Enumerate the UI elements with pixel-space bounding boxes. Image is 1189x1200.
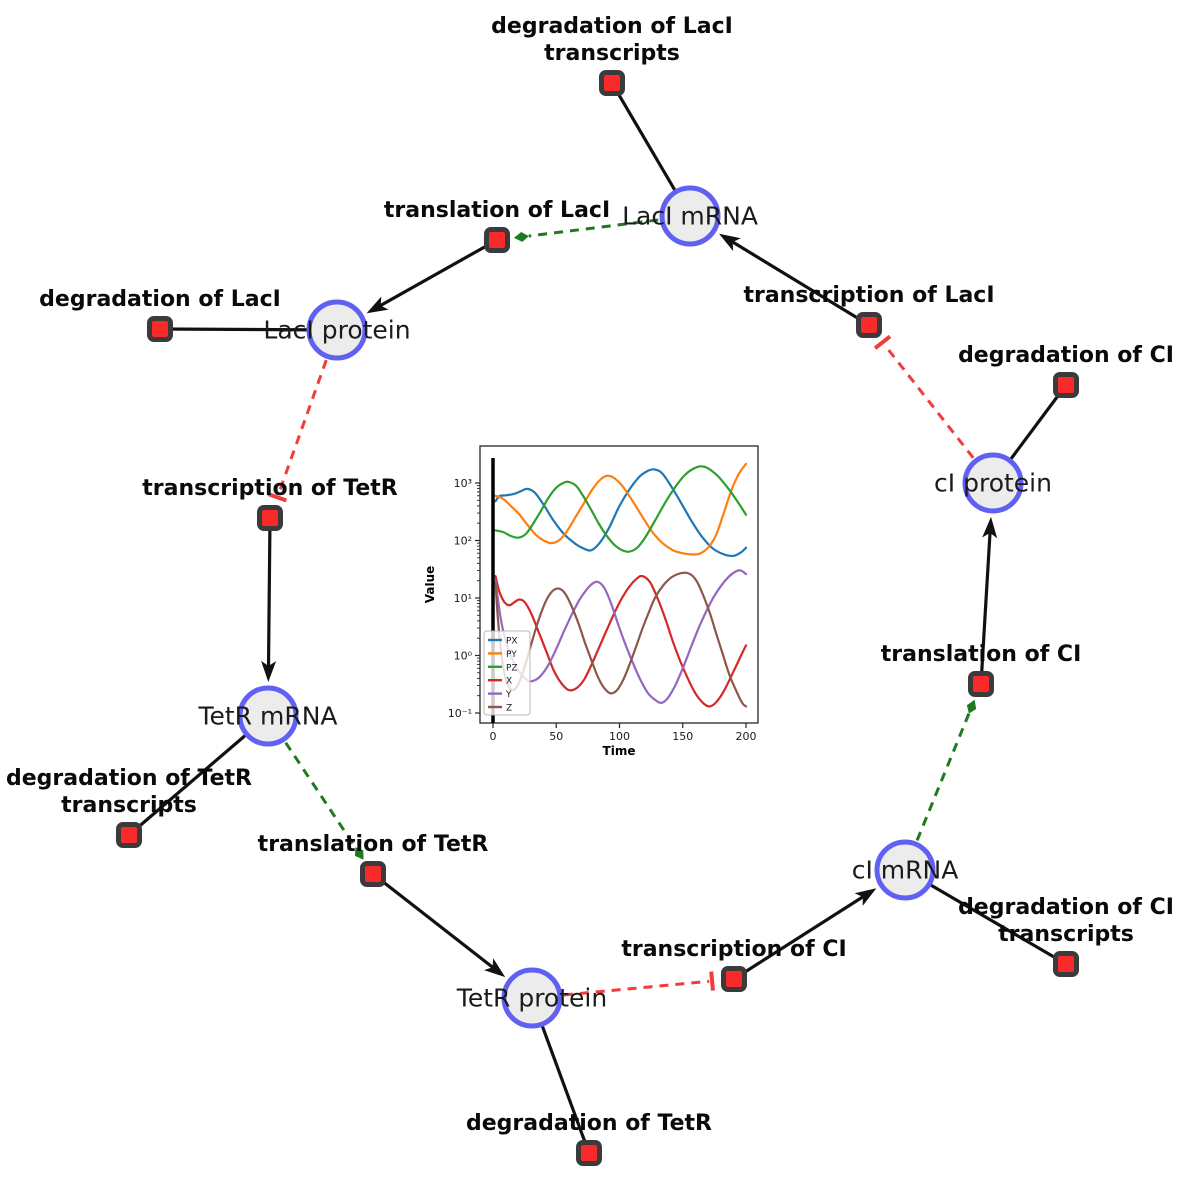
- reaction-node-transcription-ci: [721, 966, 747, 992]
- arrowhead-icon: [719, 233, 741, 251]
- edge-translation-ci-ci-protein: [979, 516, 998, 685]
- x-axis: 0 50 100 150 200 Time: [490, 723, 757, 758]
- species-node-laci-mrna: [659, 185, 721, 247]
- species-node-tetr-protein: [501, 967, 563, 1029]
- svg-text:10⁰: 10⁰: [454, 650, 473, 663]
- reaction-node-deg-tetr: [576, 1140, 602, 1166]
- reaction-node-deg-ci: [1053, 372, 1079, 398]
- species-node-ci-mrna: [874, 839, 936, 901]
- species-label-laci-mrna: LacI mRNA: [622, 201, 758, 231]
- species-node-laci-protein: [306, 299, 368, 361]
- inhibition-tee-icon: [709, 971, 715, 991]
- arrowhead-icon: [261, 660, 277, 682]
- edge-laci-protein-transcription-tetr: [267, 329, 339, 503]
- svg-text:10³: 10³: [454, 477, 472, 490]
- edge-translation-laci-laci-protein: [366, 238, 498, 314]
- reaction-node-deg-ci-transcripts: [1053, 951, 1079, 977]
- edge-tetr-mrna-translation-tetr: [266, 715, 364, 860]
- series-curves: [494, 462, 748, 708]
- species-label-laci-protein: LacI protein: [263, 315, 411, 345]
- reaction-label-deg-laci: degradation of LacI: [39, 287, 281, 312]
- edge-transcription-laci-laci-mrna: [719, 233, 870, 327]
- edge-ci-mrna-deg-ci-transcripts: [904, 868, 1067, 966]
- series-Z: [494, 571, 748, 708]
- reaction-node-transcription-laci: [856, 312, 882, 338]
- reaction-label-translation-ci: translation of CI: [880, 642, 1082, 667]
- svg-text:150: 150: [672, 730, 693, 743]
- svg-text:200: 200: [736, 730, 757, 743]
- series-PX: [494, 468, 748, 558]
- activation-arrowhead-icon: [355, 847, 364, 860]
- x-axis-label: Time: [603, 744, 636, 758]
- activation-arrowhead-icon: [966, 699, 977, 714]
- reaction-node-translation-tetr: [360, 861, 386, 887]
- activation-arrowhead-icon: [513, 232, 529, 242]
- reaction-label-deg-tetr-transcripts: degradation of TetR transcripts: [5, 766, 253, 818]
- species-label-tetr-protein: TetR protein: [456, 983, 608, 1013]
- reaction-label-translation-tetr: translation of TetR: [257, 832, 489, 857]
- svg-text:10¹: 10¹: [454, 592, 472, 605]
- svg-text:10²: 10²: [454, 535, 472, 548]
- reaction-node-deg-laci: [147, 316, 173, 342]
- reaction-label-deg-ci-transcripts: degradation of CI transcripts: [958, 895, 1174, 947]
- species-label-ci-protein: cI protein: [934, 468, 1052, 498]
- reaction-label-deg-tetr: degradation of TetR: [465, 1111, 713, 1136]
- edge-ci-mrna-translation-ci: [903, 699, 977, 871]
- edge-ci-protein-transcription-laci: [873, 334, 995, 484]
- inhibition-tee-icon: [267, 492, 288, 503]
- reaction-label-transcription-ci: transcription of CI: [621, 937, 847, 962]
- species-label-tetr-mrna: TetR mRNA: [198, 701, 338, 731]
- reaction-label-transcription-laci: transcription of LacI: [743, 283, 995, 308]
- reaction-node-deg-laci-transcripts: [599, 70, 625, 96]
- legend-label-PY: PY: [506, 650, 517, 660]
- arrowhead-icon: [854, 888, 877, 906]
- y-axis: 10³ 10² 10¹ 10⁰ 10⁻¹ Value: [425, 477, 480, 720]
- legend-label-Z: Z: [506, 704, 512, 714]
- reaction-node-translation-ci: [968, 671, 994, 697]
- edge-translation-tetr-tetr-protein: [372, 872, 506, 978]
- reaction-label-deg-laci-transcripts: degradation of LacI transcripts: [491, 14, 733, 66]
- species-node-ci-protein: [962, 452, 1024, 514]
- species-node-tetr-mrna: [237, 685, 299, 747]
- edge-transcription-tetr-tetr-mrna: [261, 517, 277, 682]
- legend-label-PX: PX: [506, 637, 518, 647]
- reaction-node-deg-tetr-transcripts: [116, 822, 142, 848]
- svg-text:10⁻¹: 10⁻¹: [448, 707, 472, 720]
- series-PY: [494, 462, 748, 556]
- arrowhead-icon: [982, 516, 998, 539]
- reaction-label-deg-ci: degradation of CI: [958, 343, 1174, 368]
- arrowhead-icon: [484, 958, 506, 978]
- species-label-ci-mrna: cI mRNA: [851, 855, 959, 885]
- y-axis-label: Value: [425, 566, 437, 604]
- svg-text:100: 100: [609, 730, 630, 743]
- legend-label-X: X: [506, 677, 512, 687]
- inhibition-tee-icon: [873, 334, 892, 350]
- edge-transcription-ci-ci-mrna: [733, 888, 877, 981]
- legend-label-PZ: PZ: [506, 663, 518, 673]
- legend: PX PY PZ XYZ: [483, 630, 531, 716]
- edge-laci-mrna-translation-laci: [513, 214, 691, 242]
- simulation-timeseries-chart: 0 50 100 150 200Time10³10²10¹10⁰10⁻¹ValuePXP…: [425, 445, 759, 758]
- legend-label-Y: Y: [505, 690, 512, 700]
- reaction-node-translation-laci: [484, 227, 510, 253]
- series-PZ: [494, 465, 748, 553]
- svg-text:50: 50: [549, 730, 563, 743]
- arrowhead-icon: [366, 296, 389, 314]
- reaction-node-transcription-tetr: [257, 505, 283, 531]
- edge-tetr-protein-transcription-ci: [531, 971, 715, 1000]
- svg-text:0: 0: [490, 730, 497, 743]
- reaction-label-transcription-tetr: transcription of TetR: [142, 476, 398, 501]
- reaction-label-translation-laci: translation of LacI: [383, 198, 611, 223]
